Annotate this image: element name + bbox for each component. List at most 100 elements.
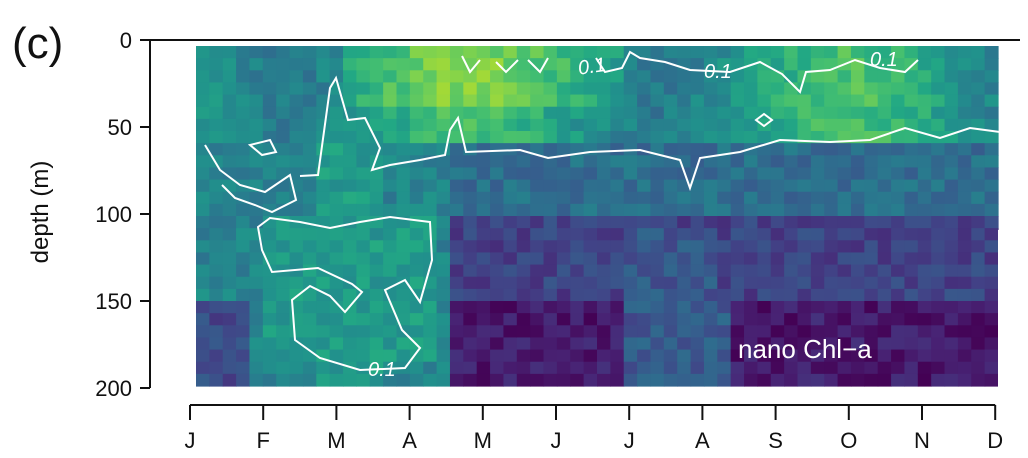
heatmap-cell [917,228,932,241]
heatmap-cell [369,240,384,254]
heatmap-cell [637,216,652,229]
heatmap-cell [971,179,986,193]
heatmap-cell [262,70,277,84]
heatmap-cell [209,373,224,387]
heatmap-cell [383,228,398,241]
heatmap-cell [957,191,972,205]
heatmap-cell [931,313,946,326]
heatmap-cell [530,337,545,351]
heatmap-cell [797,228,812,241]
heatmap-cell [196,94,210,108]
heatmap-cell [543,203,558,217]
heatmap-cell [971,288,986,302]
heatmap-cell [222,276,237,290]
heatmap-cell [784,143,799,156]
heatmap-cell [343,240,357,254]
heatmap-cell [610,264,625,278]
heatmap-cell [717,82,732,96]
heatmap-cell [556,325,571,339]
heatmap-cell [610,70,625,84]
heatmap-cell [329,118,344,132]
heatmap-cell [409,216,424,229]
heatmap-cell [356,94,371,108]
heatmap-cell [810,337,825,351]
heatmap-cell [463,191,478,205]
heatmap-cell [957,82,972,96]
heatmap-cell [396,313,411,326]
heatmap-cell [891,337,906,351]
heatmap-cell [396,46,411,59]
heatmap-cell [770,325,785,339]
heatmap-cell [944,82,959,96]
heatmap-cell [196,118,210,132]
heatmap-cell [810,276,825,290]
heatmap-cell [663,46,678,59]
heatmap-cell [383,70,398,84]
heatmap-cell [516,58,531,71]
heatmap-cell [663,191,678,205]
heatmap-cell [530,191,545,205]
heatmap-cell [556,276,571,290]
heatmap-cell [637,240,652,254]
heatmap-cell [837,325,852,339]
heatmap-cell [503,349,518,363]
heatmap-cell [329,301,344,314]
heatmap-cell [262,155,277,169]
heatmap-cell [543,167,558,181]
heatmap-cell [196,276,210,290]
heatmap-cell [530,143,545,156]
heatmap-cell [717,216,732,229]
heatmap-cell [276,313,291,326]
heatmap-cell [623,373,638,387]
heatmap-cell [690,325,705,339]
heatmap-cell [677,276,692,290]
x-tick-label: M [474,428,492,453]
heatmap-cell [383,337,398,351]
heatmap-cell [543,94,558,108]
heatmap-cell [891,264,906,278]
heatmap-cell [677,143,692,156]
heatmap-cell [597,46,611,59]
heatmap-cell [236,167,251,181]
heatmap-cell [236,94,251,108]
heatmap-cell [196,264,210,278]
heatmap-cell [770,216,785,229]
heatmap-cell [904,228,919,241]
heatmap-cell [490,216,505,229]
heatmap-cell [463,313,478,326]
heatmap-cell [476,94,491,108]
heatmap-cell [864,191,879,205]
heatmap-cell [797,373,812,387]
heatmap-cell [730,118,745,132]
heatmap-cell [824,288,839,302]
heatmap-cell [703,216,718,229]
heatmap-cell [984,94,999,108]
heatmap-cell [917,313,932,326]
heatmap-cell [476,143,491,156]
heatmap-cell [436,276,451,290]
heatmap-cell [583,191,598,205]
heatmap-cell [904,349,919,363]
heatmap-cell [289,82,304,96]
heatmap-cell [209,228,224,241]
heatmap-cell [663,167,678,181]
heatmap-cell [717,191,732,205]
heatmap-cell [530,131,545,144]
heatmap-cell [423,240,438,254]
heatmap-cell [409,264,424,278]
heatmap-cell [329,179,344,193]
heatmap-cell [316,373,331,387]
heatmap-cell [343,288,357,302]
heatmap-cell [784,325,799,339]
heatmap-cell [449,58,464,71]
heatmap-cell [623,301,638,314]
x-tick-label: A [695,428,710,453]
heatmap-cell [583,82,598,96]
heatmap-cell [837,191,852,205]
heatmap-cell [703,252,718,266]
heatmap-cell [623,349,638,363]
heatmap-cell [837,373,852,387]
heatmap-cell [744,191,758,205]
heatmap-cell [891,143,906,156]
heatmap-cell [944,325,959,339]
